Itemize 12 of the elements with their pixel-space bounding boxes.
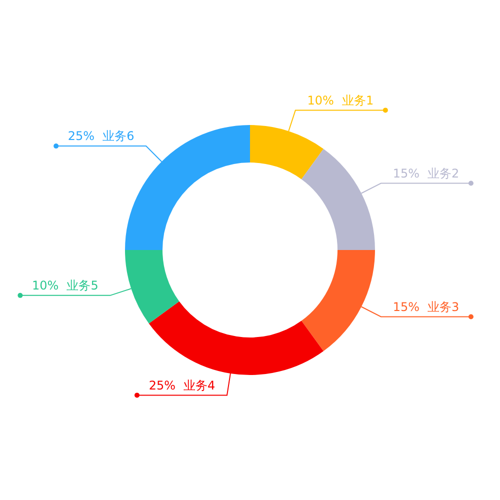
data-label: 15% [392,300,420,314]
data-label: 25% [68,129,95,144]
data-label: 10% [32,278,59,293]
data-label: 15% [392,166,420,180]
slice-label: 业务5 [66,278,98,293]
slice-label: 业务6 [102,129,134,144]
data-label: 10% [307,93,334,108]
data-label: 25% [148,378,176,392]
slice-label: 业务3 [427,300,460,314]
slice-label: 业务2 [427,166,460,180]
slice-label: 业务4 [184,378,216,392]
slice-label: 业务1 [342,93,374,108]
